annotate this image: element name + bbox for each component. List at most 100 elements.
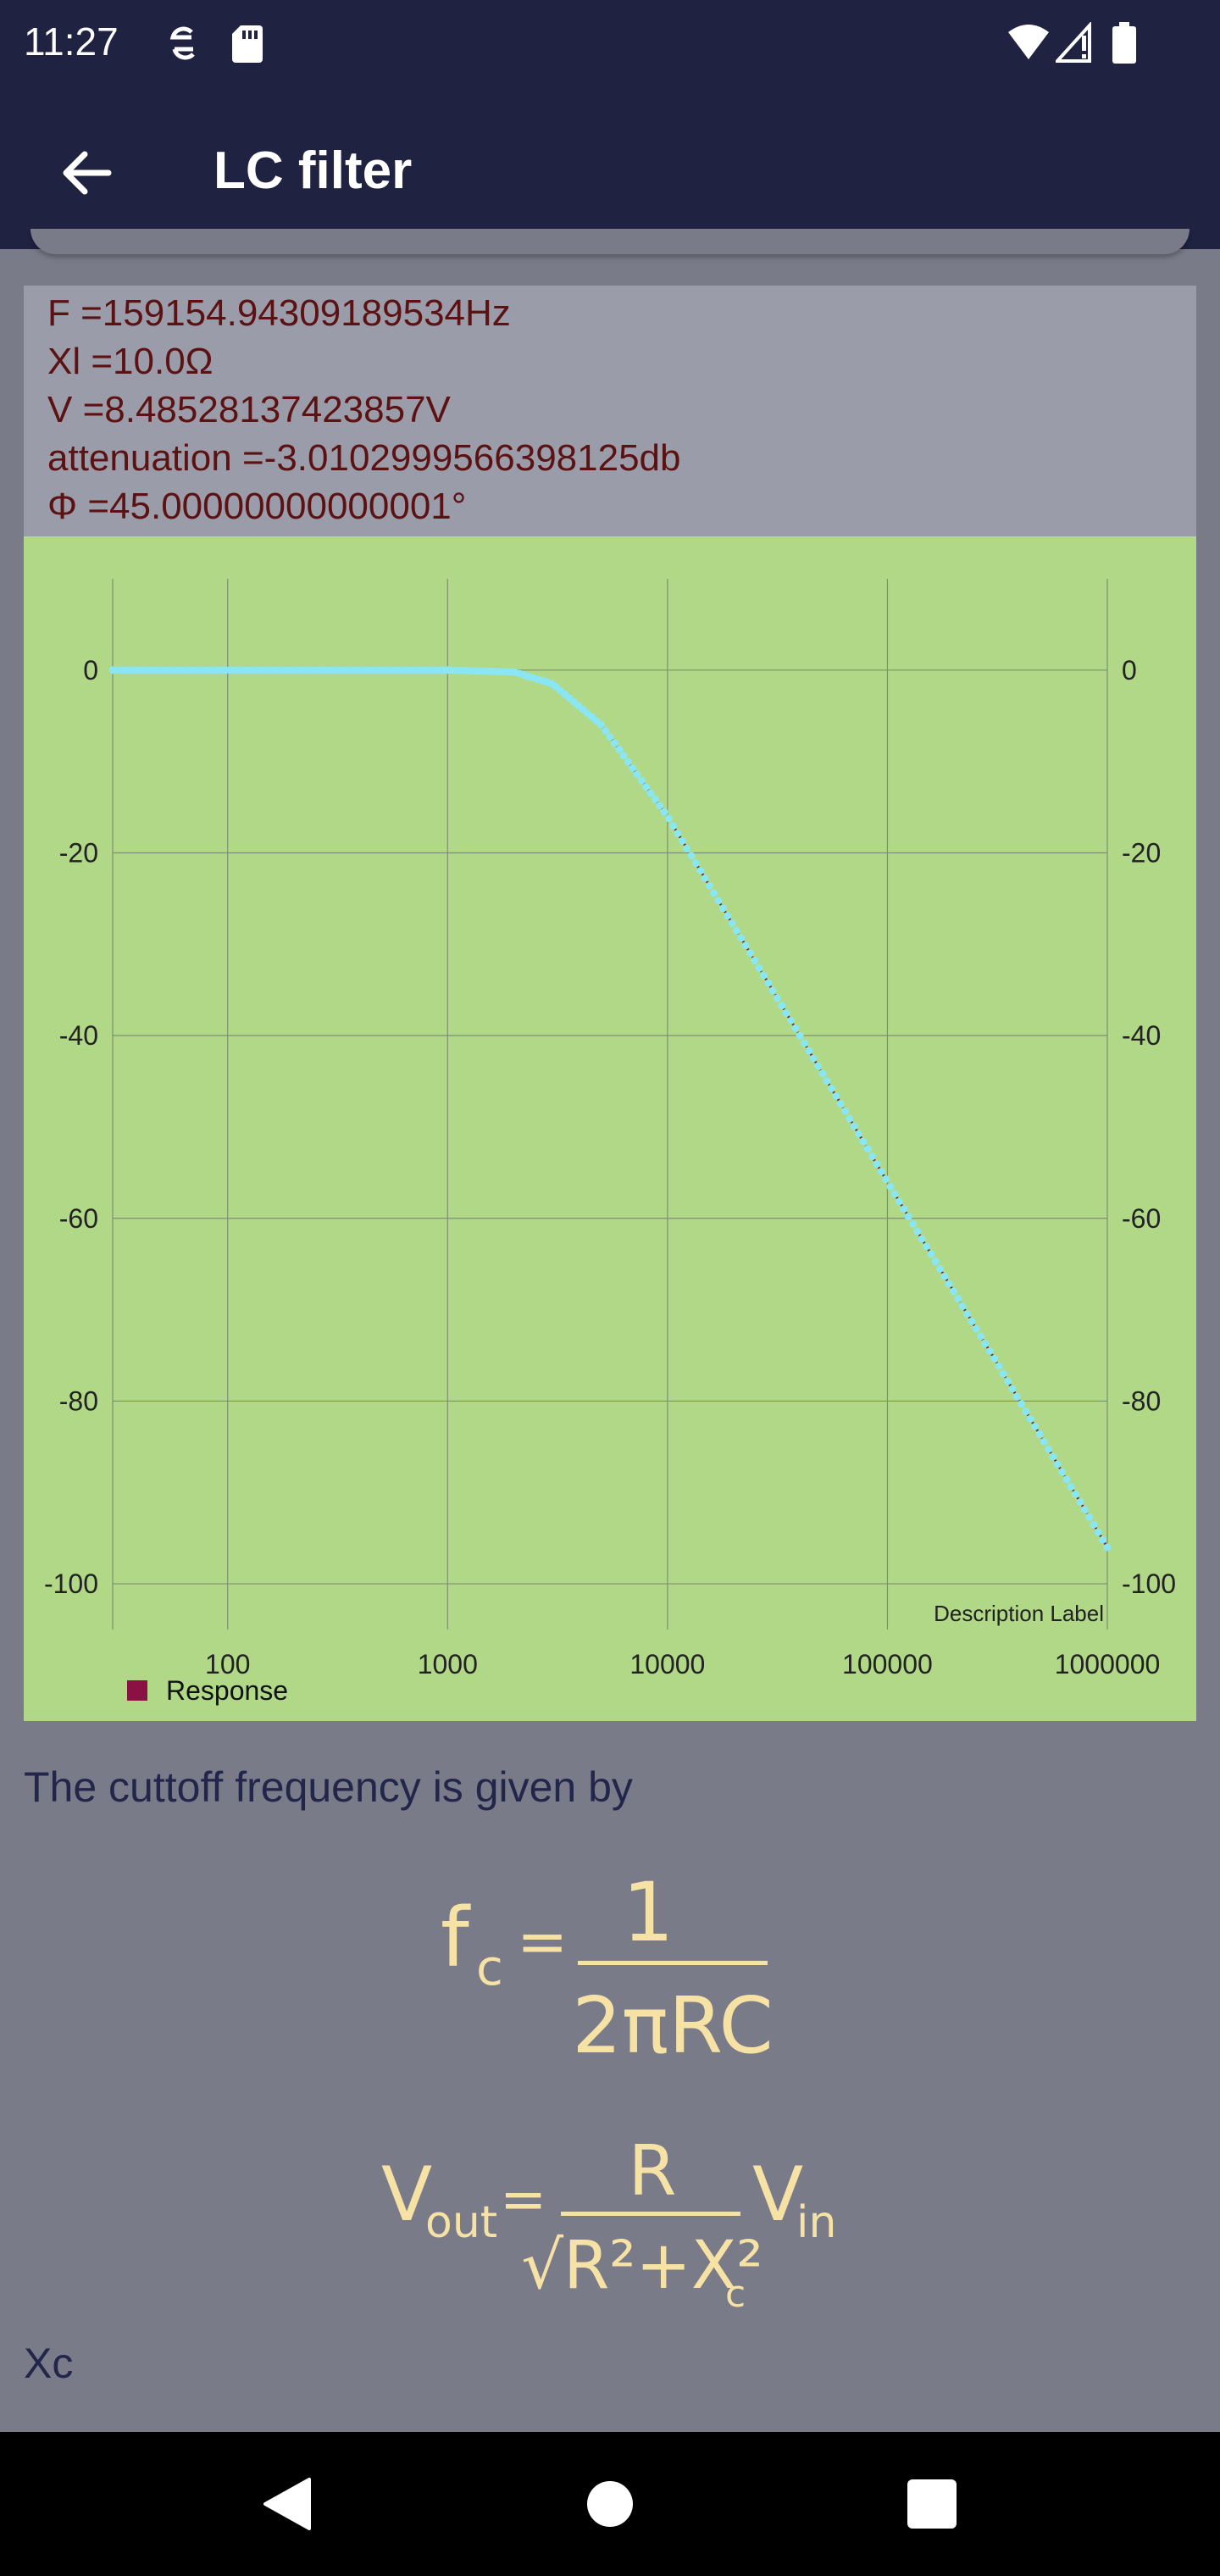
back-button[interactable] (44, 130, 129, 215)
data-point (782, 1009, 790, 1018)
data-point (1022, 1407, 1030, 1416)
data-point (1090, 1520, 1098, 1529)
data-point (832, 1092, 840, 1100)
response-chart[interactable]: 100 1000 10000 100000 1000000 0 0 -20 -20 -40 -40 -… (24, 536, 1196, 1721)
data-point (796, 1031, 804, 1040)
formula-vout-den-sub: c (725, 2273, 746, 2313)
data-point (705, 881, 713, 890)
data-point (968, 1317, 976, 1325)
data-point (642, 783, 651, 791)
data-point (651, 795, 659, 803)
data-point (1076, 1498, 1084, 1506)
data-point (696, 867, 705, 875)
sd-card-icon (232, 25, 263, 63)
data-point (963, 1309, 972, 1318)
data-point (950, 1287, 958, 1296)
y-tick-label-left: -60 (59, 1203, 98, 1234)
data-point (1072, 1491, 1080, 1499)
data-point (724, 912, 732, 920)
y-tick-label-left: 0 (83, 655, 98, 686)
back-arrow-icon (63, 151, 112, 195)
formula-vout-eq: = (500, 2167, 546, 2232)
data-point (674, 830, 682, 837)
app-bar: LC filter (0, 88, 1220, 249)
data-point (877, 1168, 885, 1176)
data-point (846, 1114, 854, 1123)
data-point (836, 1099, 845, 1108)
data-point (927, 1250, 935, 1258)
data-point (1045, 1445, 1053, 1453)
formula-fc-bar (578, 1961, 768, 1965)
attenuation-value: attenuation =-3.0102999566398125db (47, 437, 681, 479)
y-tick-label-right: -40 (1122, 1020, 1161, 1051)
formula-fc-num: 1 (622, 1865, 674, 1960)
response-chart-svg: 100 1000 10000 100000 1000000 0 0 -20 -20 -40 -40 -… (24, 536, 1196, 1721)
data-point (741, 941, 750, 950)
output-voltage-formula: V out = R √R²+X² c V in (381, 2131, 836, 2313)
signal-icon (1056, 22, 1091, 63)
data-point (954, 1295, 962, 1303)
x-tick-label: 10000 (629, 1649, 705, 1679)
data-point (823, 1077, 831, 1085)
data-point (886, 1182, 895, 1191)
x-tick-label: 1000000 (1055, 1649, 1161, 1679)
navigation-bar (0, 2432, 1220, 2576)
data-point (801, 1039, 808, 1047)
chart-background (24, 536, 1196, 1721)
data-point (985, 1347, 994, 1355)
frequency-value: F =159154.94309189534Hz (47, 292, 511, 334)
data-point (610, 739, 618, 747)
data-point (863, 1145, 872, 1153)
data-point (1067, 1483, 1075, 1491)
data-point (972, 1324, 980, 1333)
cutoff-frequency-formula: f c = 1 2πRC (441, 1865, 774, 2071)
data-point (882, 1175, 890, 1183)
data-point (981, 1340, 990, 1348)
sync-icon (169, 26, 195, 60)
data-point (768, 986, 777, 995)
data-point (809, 1054, 818, 1063)
x-tick-label: 100 (205, 1649, 250, 1679)
data-point (710, 889, 718, 897)
nav-recents-icon[interactable] (902, 2474, 962, 2534)
battery-icon (1112, 22, 1136, 64)
formula-fc-sub: c (476, 1939, 503, 1996)
data-point (669, 822, 678, 830)
data-point (859, 1137, 868, 1146)
y-tick-label-right: -100 (1122, 1568, 1176, 1599)
data-point (1031, 1423, 1040, 1430)
data-point (664, 814, 673, 823)
data-point (683, 844, 691, 852)
data-point (1099, 1535, 1107, 1544)
data-point (909, 1220, 917, 1228)
data-point (900, 1205, 908, 1213)
data-point (773, 994, 781, 1002)
nav-home-icon[interactable] (580, 2474, 640, 2534)
legend-label: Response (166, 1675, 288, 1706)
y-tick-label-right: 0 (1122, 655, 1137, 686)
nav-back-icon[interactable] (258, 2474, 318, 2534)
data-point (637, 776, 646, 785)
data-point (701, 874, 709, 882)
data-point (904, 1213, 912, 1221)
formula-fc-eq: = (517, 1906, 568, 1977)
formula-vin-sub: in (796, 2197, 836, 2248)
data-point (1004, 1377, 1012, 1385)
data-point (718, 904, 727, 913)
y-tick-label-left: -20 (59, 837, 98, 868)
data-point (931, 1257, 940, 1266)
data-point (751, 957, 759, 965)
data-point (818, 1069, 827, 1078)
data-point (995, 1362, 1003, 1370)
formula-vout-v: V (381, 2151, 432, 2238)
data-point (896, 1197, 903, 1206)
data-point (791, 1024, 800, 1032)
data-point (855, 1130, 862, 1138)
data-point (1008, 1385, 1017, 1393)
data-point (624, 758, 632, 766)
status-time: 11:27 (24, 19, 119, 64)
x-tick-label: 100000 (842, 1649, 933, 1679)
data-point (787, 1017, 795, 1024)
data-point (629, 764, 637, 772)
formula-vout-num: R (629, 2131, 677, 2212)
